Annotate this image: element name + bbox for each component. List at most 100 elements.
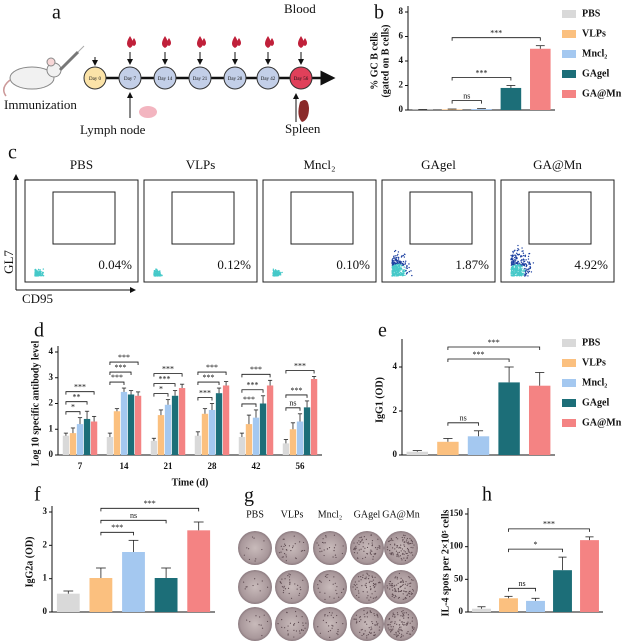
spot [366, 591, 368, 593]
spot [407, 583, 409, 585]
event-dot [398, 261, 401, 263]
spot [359, 631, 361, 633]
significance-label: *** [111, 523, 123, 532]
spot [395, 634, 397, 636]
spot [254, 578, 256, 580]
event-dot [37, 270, 39, 272]
spot [324, 613, 326, 616]
spot [407, 621, 409, 623]
event-dot [519, 270, 522, 272]
spot [329, 629, 332, 632]
event-dot [522, 274, 524, 276]
bar [69, 433, 77, 455]
spot [401, 621, 404, 623]
gate-percent: 0.10% [336, 257, 370, 272]
spot [398, 596, 400, 599]
legend-label: GA@Mn [582, 417, 622, 428]
spot [243, 554, 245, 556]
spot [403, 617, 405, 619]
significance-label: * [159, 384, 163, 393]
spot [294, 583, 296, 585]
day-label: Day 28 [228, 77, 243, 82]
spot [370, 629, 372, 631]
spot [365, 538, 367, 540]
spot [399, 585, 401, 587]
legend-label: VLPs [582, 28, 606, 39]
event-dot [513, 273, 516, 275]
spot [317, 587, 319, 589]
legend-swatch [562, 339, 576, 347]
spot [409, 537, 411, 540]
spot [297, 621, 300, 623]
spot [406, 584, 408, 587]
spot [405, 612, 407, 614]
spot [406, 552, 408, 555]
spot [400, 621, 402, 623]
panel-letter: a [52, 2, 61, 24]
spot [400, 557, 402, 560]
spot [354, 588, 357, 590]
y-axis-label: IL-4 spots per 2×10⁵ cells [440, 509, 451, 616]
spot [356, 542, 358, 544]
event-dot [522, 250, 524, 252]
spot [401, 630, 403, 632]
spot [327, 573, 329, 576]
spot [404, 551, 406, 553]
spot [392, 628, 394, 630]
spot [410, 552, 412, 554]
spot [396, 584, 398, 586]
spot [299, 632, 301, 634]
bar [90, 421, 98, 455]
well [275, 570, 309, 604]
event-dot [35, 269, 37, 272]
event-dot [38, 274, 41, 277]
significance-label: *** [111, 373, 123, 382]
event-dot [408, 266, 410, 269]
spot [403, 544, 405, 546]
day-label: Day 14 [158, 77, 173, 82]
significance-bracket [153, 393, 169, 397]
spot [390, 621, 392, 623]
y-tick-label: 0 [43, 606, 48, 616]
spot [251, 536, 254, 538]
spot [284, 588, 287, 590]
spot [356, 552, 359, 554]
event-dot [391, 271, 393, 273]
spot [391, 621, 393, 623]
spot [371, 544, 373, 547]
bar [498, 382, 520, 455]
well [350, 531, 384, 565]
spot [409, 633, 412, 635]
spot [355, 614, 358, 616]
well [384, 607, 418, 641]
significance-label: * [71, 402, 75, 411]
spot [290, 597, 293, 599]
spot [370, 611, 372, 614]
event-dot [515, 271, 517, 274]
spot [301, 616, 303, 618]
spot [259, 616, 261, 618]
spot [353, 583, 355, 586]
spot [389, 588, 391, 590]
spot [404, 598, 406, 600]
event-dot [512, 250, 514, 253]
event-dot [401, 269, 403, 271]
event-dot [517, 244, 519, 247]
spot [317, 626, 319, 628]
spot [409, 577, 411, 579]
event-dot [397, 253, 399, 256]
spot [408, 576, 410, 578]
y-tick-label: 0 [393, 449, 398, 459]
spot [246, 619, 248, 621]
significance-bracket [241, 403, 257, 407]
spot [360, 629, 362, 631]
significance-bracket [508, 548, 563, 553]
event-dot [403, 272, 405, 274]
y-tick-label: 2 [43, 539, 48, 549]
well [275, 607, 309, 641]
y-axis-label: Log 10 specific antibody level [30, 341, 41, 467]
sample-label: GAgel [421, 157, 456, 172]
spot [342, 545, 344, 547]
spot [336, 586, 338, 588]
spot [401, 553, 404, 555]
